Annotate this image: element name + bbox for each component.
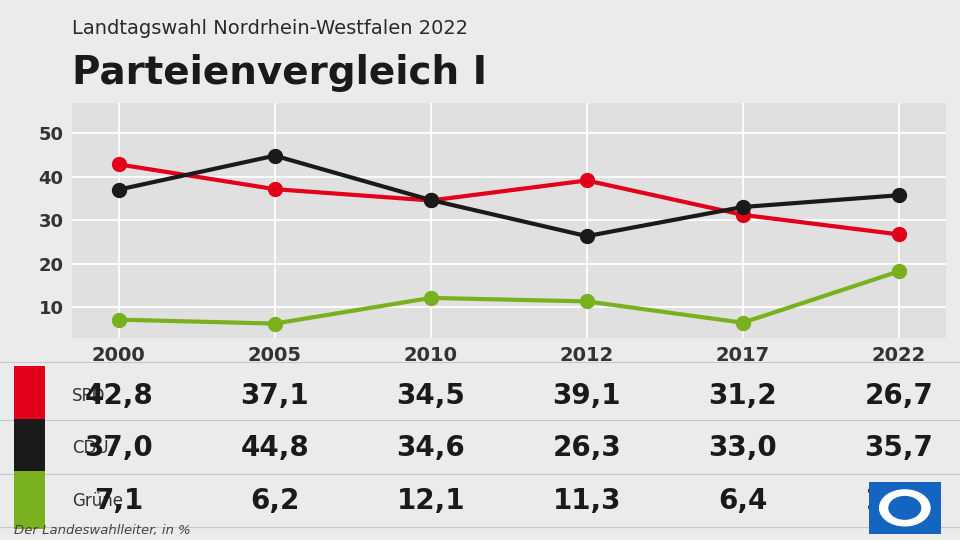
Text: 34,5: 34,5 <box>396 382 466 410</box>
Text: 6,4: 6,4 <box>718 487 767 515</box>
Text: 26,3: 26,3 <box>552 435 621 462</box>
FancyBboxPatch shape <box>865 480 945 536</box>
FancyBboxPatch shape <box>14 418 45 478</box>
Text: 12,1: 12,1 <box>396 487 465 515</box>
Text: 39,1: 39,1 <box>553 382 621 410</box>
Text: 7,1: 7,1 <box>94 487 143 515</box>
Text: 37,0: 37,0 <box>84 435 154 462</box>
Text: Landtagswahl Nordrhein-Westfalen 2022: Landtagswahl Nordrhein-Westfalen 2022 <box>72 19 468 38</box>
Text: 33,0: 33,0 <box>708 435 778 462</box>
Circle shape <box>879 490 930 526</box>
Text: 34,6: 34,6 <box>396 435 466 462</box>
Text: 42,8: 42,8 <box>84 382 154 410</box>
Circle shape <box>889 497 921 519</box>
Text: 37,1: 37,1 <box>241 382 309 410</box>
Text: 44,8: 44,8 <box>240 435 309 462</box>
FancyBboxPatch shape <box>14 471 45 531</box>
Text: Parteienvergleich I: Parteienvergleich I <box>72 54 487 92</box>
Text: 18,2: 18,2 <box>865 487 933 515</box>
FancyBboxPatch shape <box>14 366 45 426</box>
Text: 31,2: 31,2 <box>708 382 777 410</box>
Text: CDU: CDU <box>72 440 108 457</box>
Text: 6,2: 6,2 <box>251 487 300 515</box>
Text: 35,7: 35,7 <box>864 435 933 462</box>
Text: SPD: SPD <box>72 387 106 405</box>
Text: Grüne: Grüne <box>72 492 123 510</box>
Text: 26,7: 26,7 <box>864 382 933 410</box>
Text: Der Landeswahlleiter, in %: Der Landeswahlleiter, in % <box>14 524 191 537</box>
Text: 11,3: 11,3 <box>553 487 621 515</box>
